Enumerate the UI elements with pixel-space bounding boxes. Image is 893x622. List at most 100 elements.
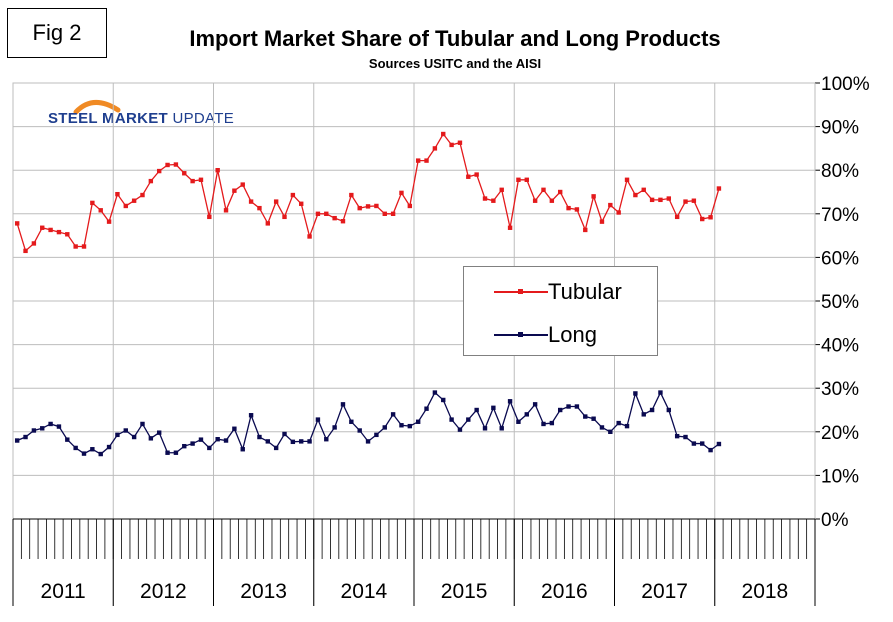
logo-arc-icon <box>73 100 121 115</box>
data-point-tubular <box>557 189 563 195</box>
data-point-tubular <box>324 211 329 216</box>
data-point-long <box>282 431 287 437</box>
y-tick-label: 60% <box>821 248 859 269</box>
x-tick-label: 2017 <box>641 580 688 603</box>
data-point-tubular <box>156 168 162 174</box>
data-point-long <box>265 439 271 444</box>
data-point-tubular <box>432 146 438 151</box>
data-point-long <box>257 434 262 440</box>
y-tick-label: 90% <box>821 118 859 139</box>
data-point-long <box>649 407 655 413</box>
data-point-tubular <box>131 198 137 203</box>
data-point-tubular <box>507 225 513 230</box>
data-point-long <box>624 423 630 429</box>
data-point-tubular <box>357 205 362 211</box>
legend-item-long: Long <box>464 320 597 350</box>
data-point-tubular <box>624 177 630 182</box>
data-point-tubular <box>633 192 638 198</box>
x-tick-label: 2013 <box>240 580 287 603</box>
data-point-long <box>407 423 413 429</box>
data-point-tubular <box>524 177 529 182</box>
chart-subtitle: Sources USITC and the AISI <box>368 56 542 71</box>
data-point-tubular <box>457 140 463 145</box>
data-point-tubular <box>223 208 229 213</box>
data-point-tubular <box>407 203 413 209</box>
data-point-long <box>332 425 337 430</box>
data-point-tubular <box>390 211 396 216</box>
y-tick-label: 50% <box>821 292 859 313</box>
data-point-tubular <box>499 187 504 193</box>
data-point-tubular <box>307 234 312 239</box>
legend-label-tubular: Tubular <box>548 279 622 304</box>
data-point-long <box>365 439 371 444</box>
data-point-tubular <box>616 210 621 215</box>
data-point-long <box>65 437 70 442</box>
data-point-long <box>441 397 446 403</box>
x-tick-label: 2018 <box>742 580 789 603</box>
data-point-tubular <box>31 241 37 246</box>
data-point-tubular <box>666 196 672 201</box>
data-point-long <box>474 407 479 413</box>
x-tick-label: 2012 <box>140 580 187 603</box>
data-point-long <box>532 402 538 407</box>
data-point-long <box>290 439 296 445</box>
data-point-long <box>708 447 713 453</box>
data-point-long <box>683 434 688 440</box>
data-point-long <box>56 424 62 429</box>
data-point-tubular <box>683 199 688 204</box>
data-point-long <box>106 444 112 450</box>
data-point-long <box>207 445 212 451</box>
data-point-tubular <box>106 219 112 224</box>
data-point-long <box>507 399 513 404</box>
data-point-tubular <box>700 216 705 222</box>
y-tick-label: 40% <box>821 336 859 357</box>
x-tick-label: 2016 <box>541 580 588 603</box>
data-point-tubular <box>81 244 87 249</box>
data-point-long <box>190 441 195 446</box>
data-point-tubular <box>566 205 571 211</box>
data-point-tubular <box>215 168 220 173</box>
data-point-long <box>466 417 471 422</box>
x-tick-label: 2011 <box>41 580 86 603</box>
data-point-tubular <box>299 201 304 206</box>
data-point-long <box>491 405 496 411</box>
data-point-tubular <box>691 198 697 203</box>
series-line-tubular <box>16 132 720 253</box>
y-tick-label: 10% <box>821 466 859 487</box>
data-point-long <box>499 426 504 431</box>
data-point-long <box>131 434 137 440</box>
data-point-tubular <box>23 248 28 254</box>
data-point-long <box>482 426 488 431</box>
data-point-long <box>574 404 580 409</box>
y-tick-label: 0% <box>821 510 849 531</box>
y-tick-label: 70% <box>821 205 859 226</box>
data-point-tubular <box>608 202 613 208</box>
data-point-tubular <box>482 196 488 201</box>
data-point-tubular <box>474 172 479 177</box>
data-point-tubular <box>273 199 279 204</box>
data-point-long <box>182 443 187 449</box>
data-point-tubular <box>140 192 145 198</box>
data-point-tubular <box>716 186 722 191</box>
data-point-tubular <box>599 219 605 224</box>
data-point-tubular <box>98 208 103 213</box>
legend-label-long: Long <box>548 322 597 347</box>
data-point-tubular <box>240 182 245 187</box>
data-point-long <box>165 450 170 455</box>
data-point-long <box>324 437 329 442</box>
data-point-long <box>432 390 438 395</box>
data-point-tubular <box>265 221 271 226</box>
data-point-long <box>115 432 120 438</box>
data-point-tubular <box>708 215 713 220</box>
data-point-tubular <box>441 131 446 137</box>
data-point-long <box>23 434 28 440</box>
data-point-long <box>232 426 237 431</box>
data-point-long <box>583 414 588 419</box>
data-point-tubular <box>123 203 128 209</box>
data-point-tubular <box>14 221 20 226</box>
series-line-long <box>16 391 720 455</box>
data-point-tubular <box>349 192 354 198</box>
data-point-long <box>248 413 254 418</box>
data-point-tubular <box>115 191 120 197</box>
